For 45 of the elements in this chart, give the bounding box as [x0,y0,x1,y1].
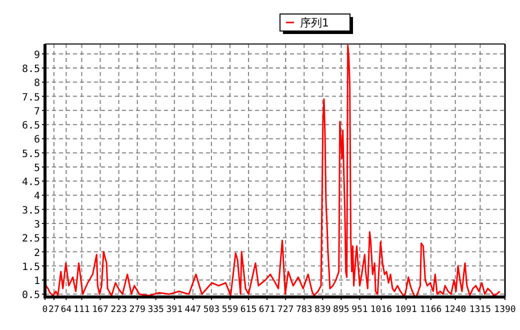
y-tick-label: 8.5 [22,64,40,76]
y-tick-label: 2.5 [22,234,40,245]
x-tick-label: 279 [129,305,146,315]
legend-label: 序列1 [300,16,329,30]
y-tick-label: 1.5 [22,262,40,273]
y-tick-label: 7.5 [22,92,40,104]
y-tick-label: 8 [34,78,40,90]
x-tick-label: 391 [166,305,183,315]
x-tick-label: 111 [74,305,90,315]
y-tick-label: 7 [34,106,40,118]
x-tick-label: 783 [296,305,312,315]
x-tick-label: 27 [48,305,60,315]
y-tick-label: 6.5 [22,120,40,132]
y-tick-label: 3 [34,220,40,231]
y-tick-label: 6 [34,134,40,146]
x-tick-label: 951 [352,305,368,315]
y-tick-label: 5 [34,162,40,174]
x-tick-label: 1240 [444,305,466,315]
x-tick-label: 1016 [370,305,392,315]
x-tick-label: 559 [222,305,238,315]
y-tick-label: 4.5 [22,177,40,188]
x-tick-label: 447 [184,305,202,315]
x-tick-label: 895 [333,305,350,315]
x-tick-label: 223 [110,305,127,315]
y-tick-label: 5.5 [22,148,40,160]
y-tick-label: 1 [34,276,40,288]
x-tick-label: 1315 [469,305,492,315]
x-tick-label: 615 [240,305,257,315]
x-tick-label: 167 [92,305,108,315]
legend: 序列1 [280,14,353,34]
y-tick-label: 4 [34,191,40,202]
x-tick-label: 335 [148,305,164,315]
y-tick-label: 2 [34,248,40,259]
y-tick-label: 3.5 [22,205,40,216]
x-tick-label: 503 [203,305,220,315]
y-tick-label: 9 [34,50,40,61]
x-tick-label: 727 [277,305,294,315]
x-tick-label: 0 [42,305,48,315]
x-tick-label: 1166 [420,305,442,315]
x-tick-label: 839 [314,305,331,315]
x-tick-label: 64 [60,305,72,315]
x-tick-label: 671 [258,305,276,315]
y-tick-label: 0.5 [22,290,40,302]
x-tick-label: 1390 [494,305,516,315]
x-tick-label: 1091 [395,305,417,315]
